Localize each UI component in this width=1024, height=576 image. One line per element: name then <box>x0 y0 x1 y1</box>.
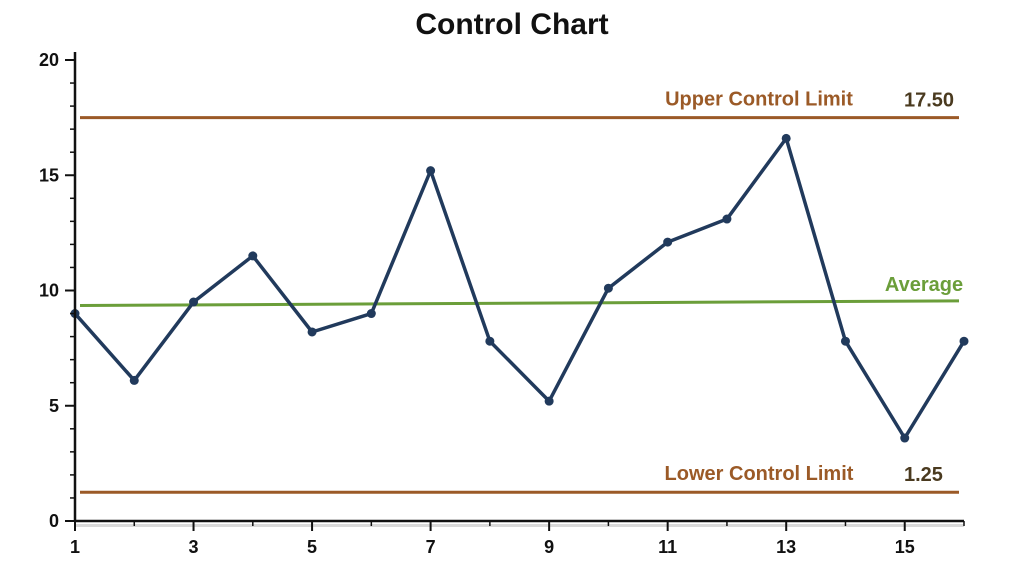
data-point <box>960 337 969 346</box>
data-point <box>900 434 909 443</box>
x-tick-label: 13 <box>776 537 796 557</box>
data-point <box>545 397 554 406</box>
chart-title: Control Chart <box>0 8 1024 42</box>
x-tick-label: 15 <box>895 537 915 557</box>
data-point <box>782 134 791 143</box>
data-point <box>722 215 731 224</box>
data-point <box>426 166 435 175</box>
x-tick-label: 3 <box>189 537 199 557</box>
lcl-value: 1.25 <box>904 464 943 486</box>
ucl-label: Upper Control Limit <box>665 89 853 111</box>
data-point <box>485 337 494 346</box>
data-point <box>367 309 376 318</box>
data-point <box>308 327 317 336</box>
data-point <box>604 284 613 293</box>
ucl-value: 17.50 <box>904 90 954 112</box>
data-point <box>248 251 257 260</box>
avg-label: Average <box>885 274 963 296</box>
y-tick-label: 15 <box>39 165 59 185</box>
x-tick-label: 11 <box>658 537 677 557</box>
y-tick-label: 0 <box>49 511 59 531</box>
x-tick-label: 5 <box>307 537 317 557</box>
x-tick-label: 1 <box>70 537 80 557</box>
data-point <box>663 238 672 247</box>
data-point <box>841 337 850 346</box>
x-axis-shadow <box>75 524 964 527</box>
y-tick-label: 20 <box>39 50 59 70</box>
y-tick-label: 5 <box>49 396 59 416</box>
data-point <box>130 376 139 385</box>
lcl-label: Lower Control Limit <box>665 463 854 485</box>
chart-svg: Upper Control Limit 17.50 Lower Control Li… <box>0 0 1024 576</box>
x-tick-label: 9 <box>544 537 554 557</box>
y-tick-label: 10 <box>39 281 59 301</box>
x-tick-label: 7 <box>426 537 436 557</box>
control-chart: Control Chart Upper Control Limit 17.50 Lo… <box>0 0 1024 576</box>
data-point <box>189 298 198 307</box>
